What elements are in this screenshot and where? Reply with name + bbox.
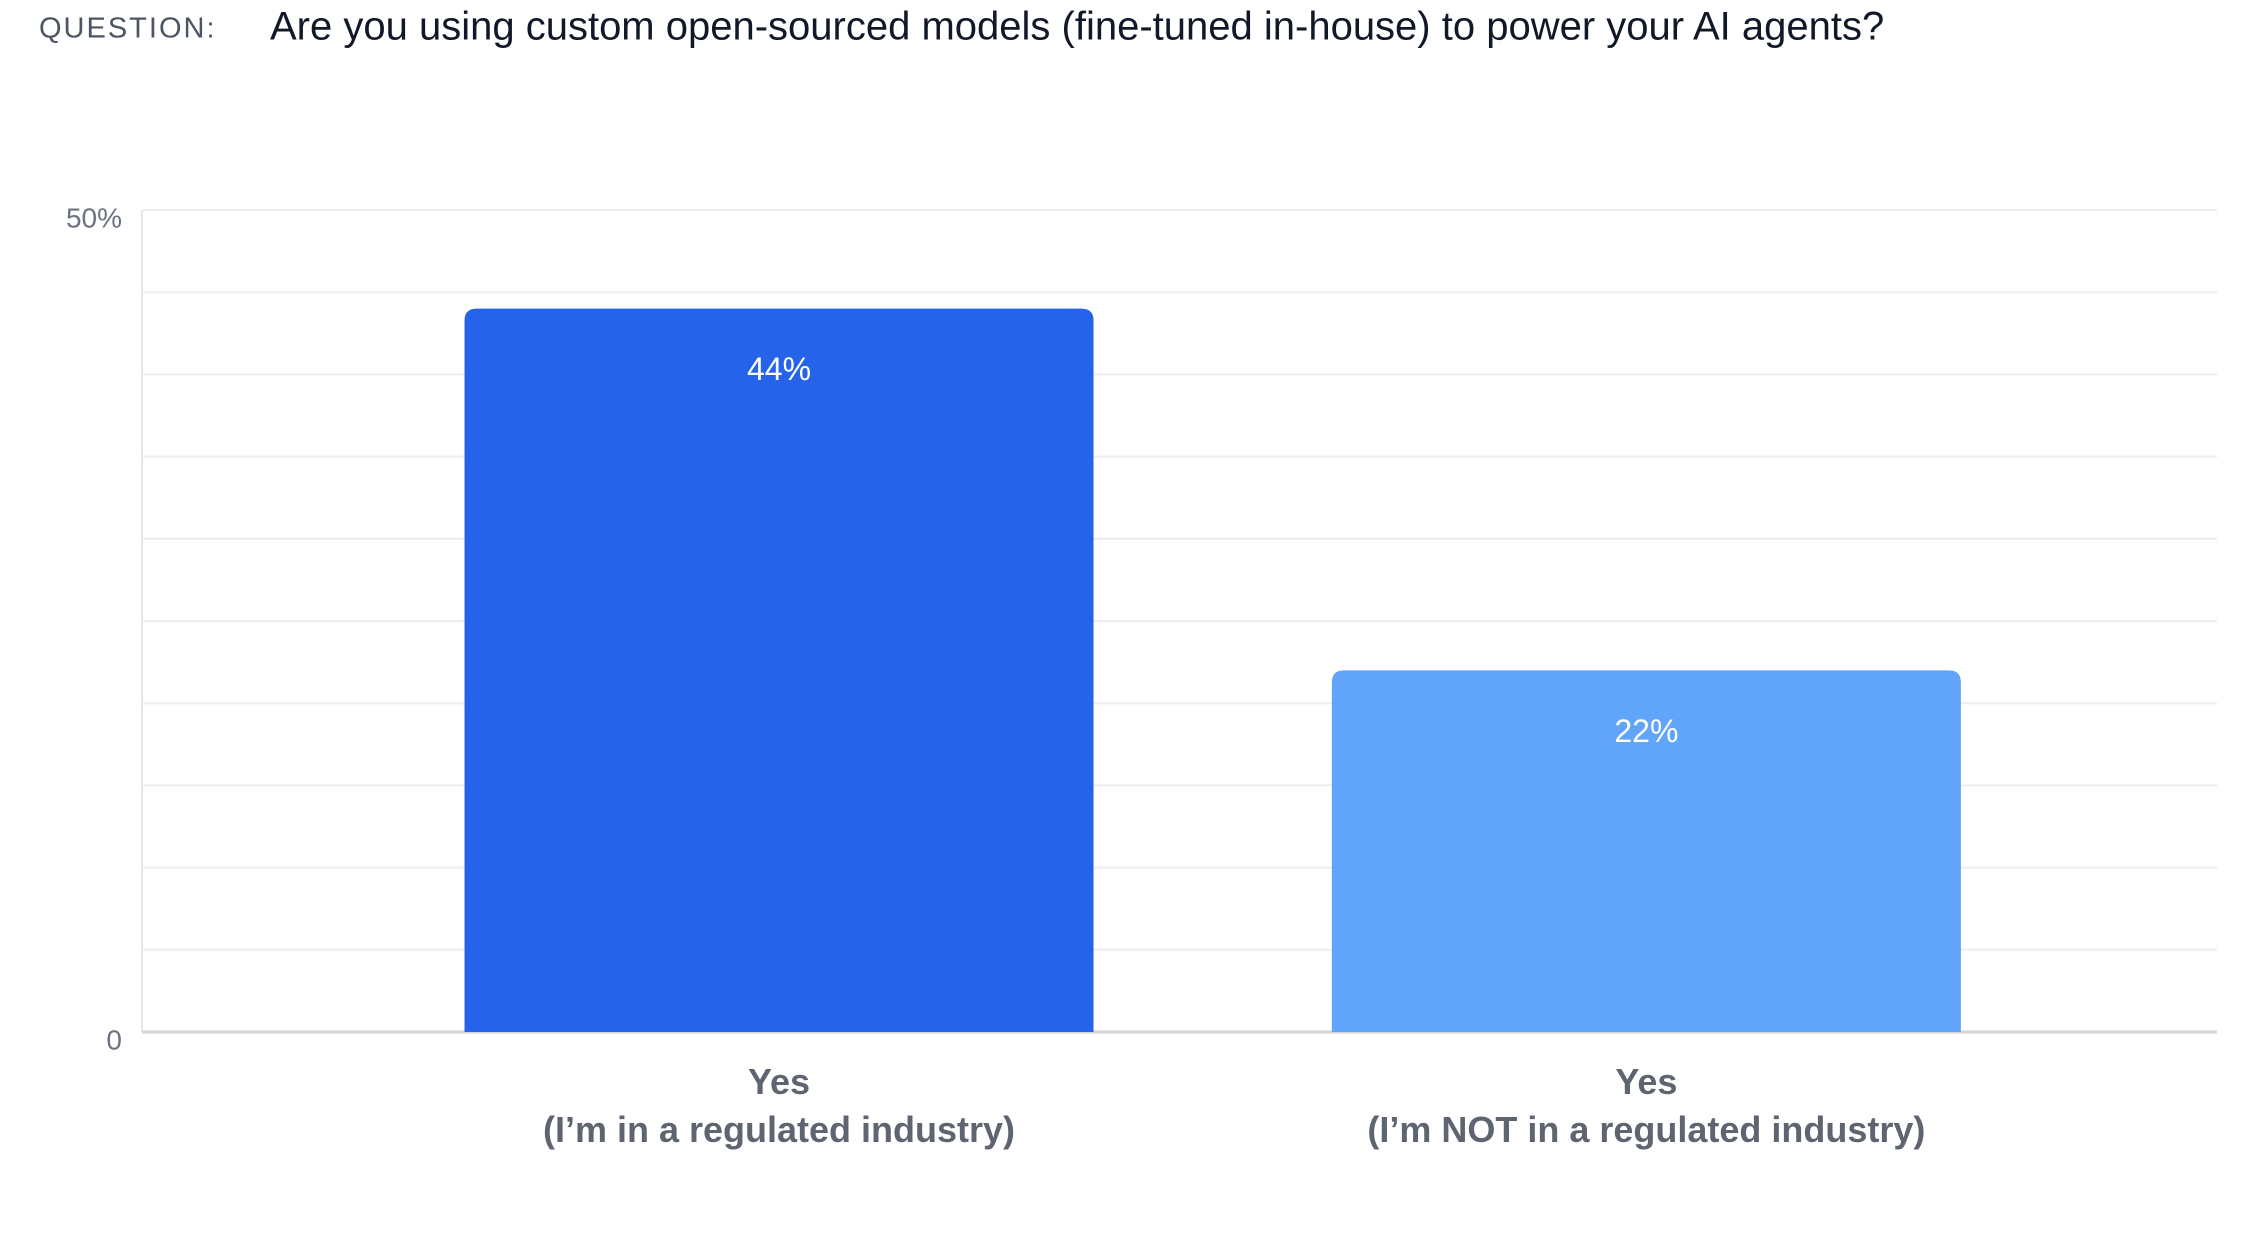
- y-tick-label: 50%: [66, 202, 122, 233]
- bar: [464, 308, 1094, 1032]
- question-prefix: QUESTION:: [39, 13, 217, 45]
- value-label: 44%: [747, 351, 811, 387]
- bar: [1331, 670, 1961, 1032]
- chart-title: Are you using custom open-sourced models…: [270, 5, 1884, 49]
- x-tick-label: Yes (I’m NOT in a regulated industry): [1367, 1061, 1926, 1150]
- y-tick-label: 0: [106, 1024, 122, 1055]
- x-tick-label: Yes (I’m in a regulated industry): [542, 1061, 1016, 1150]
- value-label: 22%: [1614, 713, 1678, 749]
